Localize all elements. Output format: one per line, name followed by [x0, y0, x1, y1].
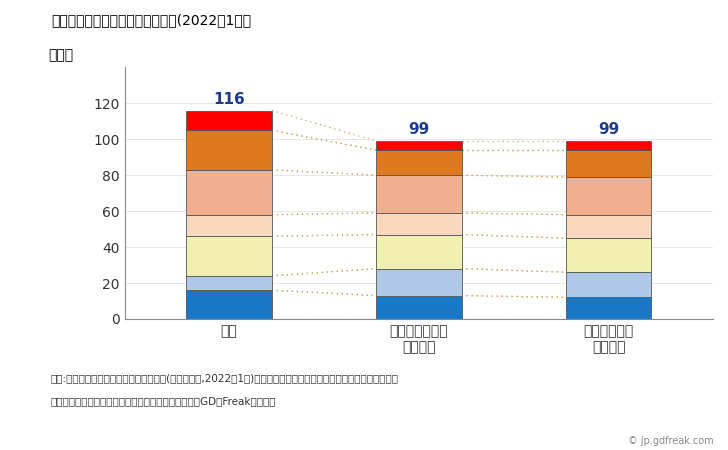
Bar — [186, 170, 272, 215]
Bar — [376, 213, 462, 234]
Bar — [566, 238, 652, 272]
Bar — [186, 236, 272, 276]
Text: 下北山村の要介護（要支援）者数(2022年1月）: 下北山村の要介護（要支援）者数(2022年1月） — [51, 14, 251, 27]
Bar — [186, 130, 272, 170]
Bar — [376, 141, 462, 150]
Text: 99: 99 — [598, 122, 620, 138]
Bar — [186, 276, 272, 290]
Bar — [376, 234, 462, 269]
Bar — [186, 290, 272, 319]
Bar — [376, 175, 462, 213]
Bar — [186, 111, 272, 130]
Text: © jp.gdfreak.com: © jp.gdfreak.com — [628, 436, 713, 446]
Bar — [566, 215, 652, 238]
Bar — [566, 141, 652, 150]
Text: ［人］: ［人］ — [48, 49, 74, 63]
Bar — [566, 150, 652, 177]
Text: 要介護度別平均認定率を当域内人口構成に当てはめてGD　Freakが算出。: 要介護度別平均認定率を当域内人口構成に当てはめてGD Freakが算出。 — [51, 396, 277, 406]
Bar — [566, 272, 652, 297]
Text: 99: 99 — [408, 122, 430, 138]
Bar — [376, 296, 462, 319]
Bar — [376, 269, 462, 296]
Bar — [376, 150, 462, 175]
Text: 116: 116 — [213, 92, 245, 107]
Bar — [566, 297, 652, 319]
Bar — [566, 177, 652, 215]
Text: 出所:実績値は「介護事業状況報告月報」(厚生労働省,2022年1月)。推計値は「全国又は都道府県の男女・年齢階層別: 出所:実績値は「介護事業状況報告月報」(厚生労働省,2022年1月)。推計値は「… — [51, 374, 399, 383]
Bar — [186, 215, 272, 236]
